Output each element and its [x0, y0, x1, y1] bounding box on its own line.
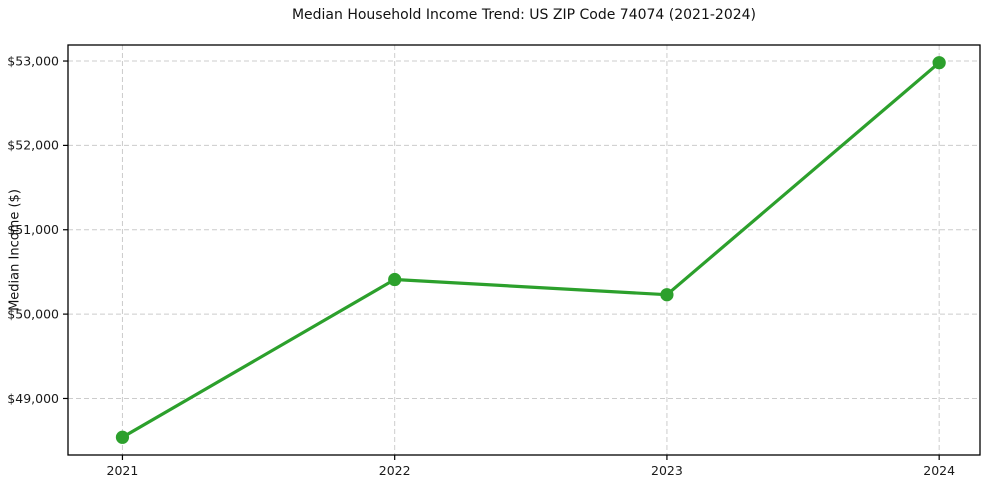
data-line: [120, 61, 941, 439]
x-tick-label: 2023: [651, 463, 683, 478]
data-point-2023: [660, 288, 674, 302]
data-point-2021: [115, 430, 130, 444]
x-tick-label: 2021: [107, 463, 139, 478]
y-tick-label: $50,000: [7, 306, 59, 321]
y-tick-label: $49,000: [7, 391, 59, 406]
data-point-2024: [932, 56, 946, 70]
x-tick-label: 2022: [379, 463, 411, 478]
x-tick-label: 2024: [923, 463, 955, 478]
data-point-2022: [388, 272, 402, 287]
chart-title: Median Household Income Trend: US ZIP Co…: [291, 7, 757, 23]
plot-border: [67, 44, 981, 456]
y-tick-label: $53,000: [7, 53, 59, 68]
y-tick-label: $52,000: [7, 138, 59, 153]
y-tick-label: $51,000: [7, 222, 59, 237]
